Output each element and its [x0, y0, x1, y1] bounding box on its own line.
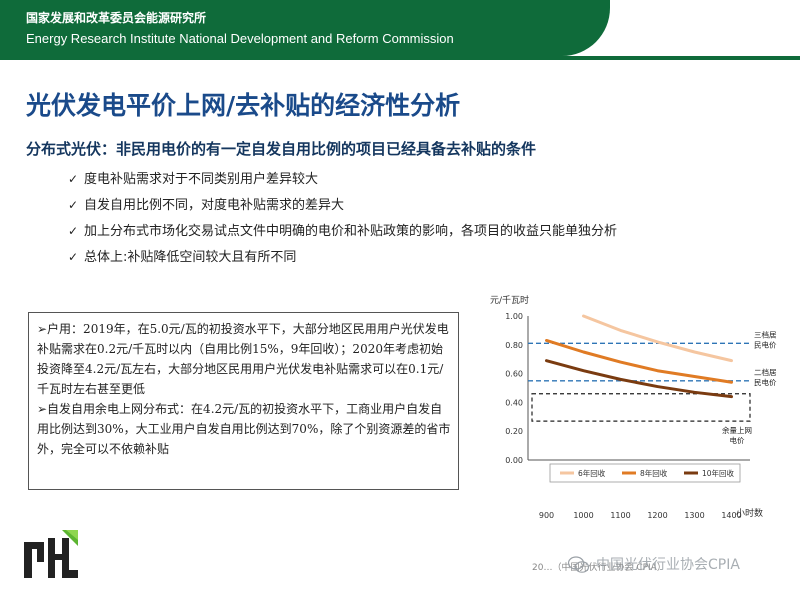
legend-label: 8年回收: [640, 468, 668, 478]
analysis-paragraph-distributed: ➢自发自用余电上网分布式：在4.2元/瓦的初投资水平下，工商业用户自发自用比例达…: [37, 402, 451, 456]
header-bar: 国家发展和改革委员会能源研究所 Energy Research Institut…: [0, 0, 800, 60]
x-tick-label: 1100: [610, 511, 630, 520]
bullet-text: 总体上:补贴降低空间较大且有所不同: [84, 250, 297, 265]
watermark-text: 中国光伏行业协会CPIA: [596, 557, 740, 573]
check-icon: ✓: [68, 172, 79, 186]
slide-subtitle: 分布式光伏：非民用电价的有一定自发自用比例的项目已经具备去补贴的条件: [26, 140, 537, 158]
x-tick-label: 900: [539, 511, 554, 520]
series-line: [545, 338, 733, 384]
org-name-cn: 国家发展和改革委员会能源研究所: [26, 11, 207, 25]
check-icon: ✓: [68, 198, 79, 212]
footer-note: 20…（中国光伏行业协会 CPIA）: [532, 563, 666, 573]
reference-line-label: 二档居民电价: [754, 367, 777, 387]
y-tick-label: 0.00: [505, 456, 523, 465]
surplus-price-label: 余量上网电价: [722, 425, 752, 445]
org-name-en: Energy Research Institute National Devel…: [26, 31, 454, 46]
bullet-item: ✓ 自发自用比例不同，对度电补贴需求的差异大: [68, 192, 617, 218]
wechat-icon: [568, 556, 590, 573]
bullet-text: 加上分布式市场化交易试点文件中明确的电价和补贴政策的影响，各项目的收益只能单独分…: [84, 224, 618, 239]
bullet-item: ✓ 加上分布式市场化交易试点文件中明确的电价和补贴政策的影响，各项目的收益只能单独…: [68, 218, 617, 244]
check-icon: ✓: [68, 224, 79, 238]
series-line: [545, 359, 733, 399]
header-green-banner: [0, 0, 610, 56]
legend-box: [549, 463, 741, 483]
analysis-paragraph-residential: ➢户用：2019年，在5.0元/瓦的初投资水平下，大部分地区民用用户光伏发电补贴…: [37, 322, 449, 396]
y-tick-label: 0.60: [505, 370, 523, 379]
x-tick-label: 1000: [573, 511, 593, 520]
subsidy-chart: 元/千瓦时 小时数 余量上网电价 0.00 0.20 0.40 0.60 0.80 1.0…: [490, 294, 777, 520]
legend-label: 10年回收: [702, 468, 735, 478]
slide-title: 光伏发电平价上网/去补贴的经济性分析: [26, 91, 461, 120]
institute-logo: 能: [24, 530, 78, 578]
surplus-price-band: [531, 393, 751, 422]
series-line: [582, 314, 733, 363]
analysis-textbox: ➢户用：2019年，在5.0元/瓦的初投资水平下，大部分地区民用用户光伏发电补贴…: [28, 312, 459, 490]
bullet-item: ✓ 度电补贴需求对于不同类别用户差异较大: [68, 166, 617, 192]
y-tick-label: 0.20: [505, 427, 523, 436]
x-tick-label: 1300: [684, 511, 704, 520]
check-icon: ✓: [68, 250, 79, 264]
y-axis-label: 元/千瓦时: [490, 294, 529, 306]
bullet-text: 自发自用比例不同，对度电补贴需求的差异大: [84, 198, 345, 213]
bullet-text: 度电补贴需求对于不同类别用户差异较大: [84, 172, 319, 187]
y-tick-label: 0.40: [505, 398, 523, 407]
y-tick-label: 0.80: [505, 341, 523, 350]
bullet-list: ✓ 度电补贴需求对于不同类别用户差异较大 ✓ 自发自用比例不同，对度电补贴需求的差异…: [68, 166, 617, 270]
x-axis-label: 小时数: [736, 507, 763, 519]
x-tick-label: 1400: [721, 511, 741, 520]
bullet-item: ✓ 总体上:补贴降低空间较大且有所不同: [68, 244, 617, 270]
y-tick-label: 1.00: [505, 312, 523, 321]
x-tick-label: 1200: [647, 511, 667, 520]
header-divider: [0, 56, 800, 60]
reference-line-label: 三档居民电价: [754, 329, 777, 349]
legend-label: 6年回收: [578, 468, 606, 478]
